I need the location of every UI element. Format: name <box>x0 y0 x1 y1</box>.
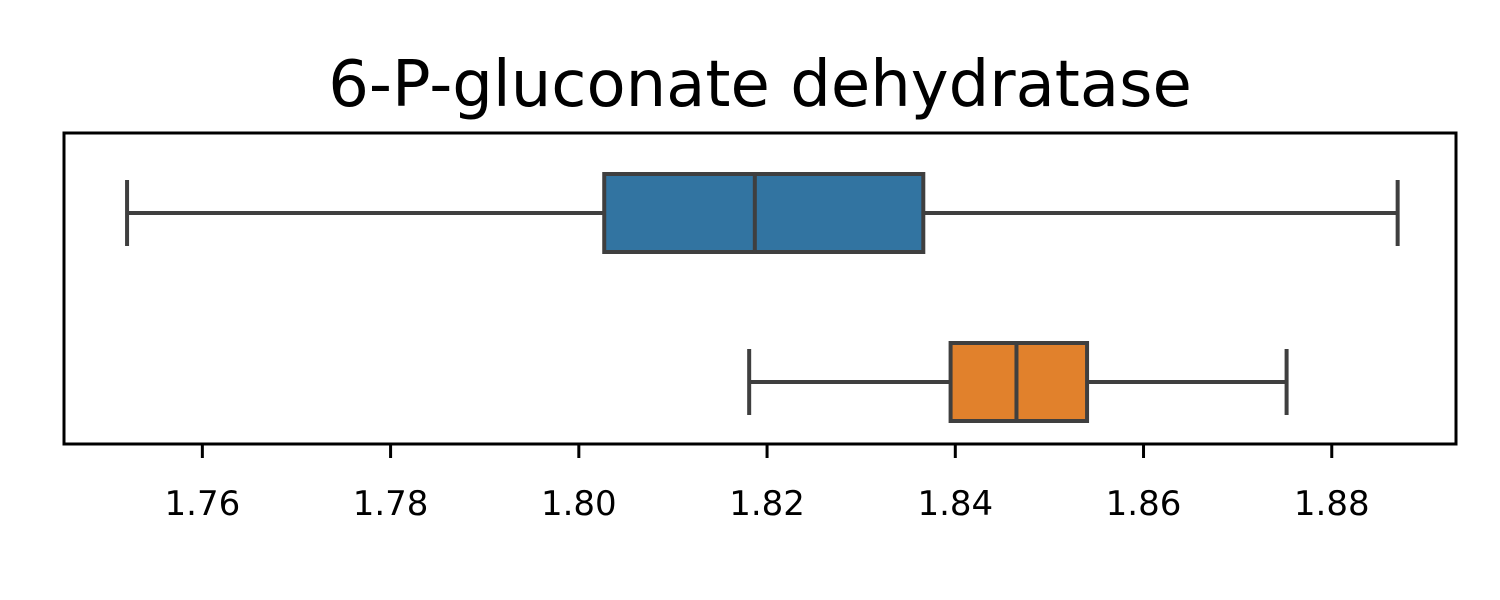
x-tick-label: 1.84 <box>917 484 993 524</box>
x-axis: 1.76 1.78 1.80 1.82 1.84 1.86 1.88 <box>165 444 1370 524</box>
iqr-box <box>602 172 926 254</box>
x-tick-label: 1.86 <box>1106 484 1182 524</box>
x-tick-label: 1.80 <box>541 484 617 524</box>
chart-title: 6-P-gluconate dehydratase <box>328 48 1192 122</box>
x-tick-label: 1.78 <box>353 484 429 524</box>
iqr-box <box>948 341 1090 423</box>
plot-frame <box>62 131 1458 446</box>
boxes-layer <box>125 172 1400 423</box>
box-group <box>125 172 1400 254</box>
x-tick-label: 1.88 <box>1294 484 1370 524</box>
box-group <box>747 341 1289 423</box>
x-tick-label: 1.82 <box>729 484 805 524</box>
x-tick-label: 1.76 <box>165 484 241 524</box>
